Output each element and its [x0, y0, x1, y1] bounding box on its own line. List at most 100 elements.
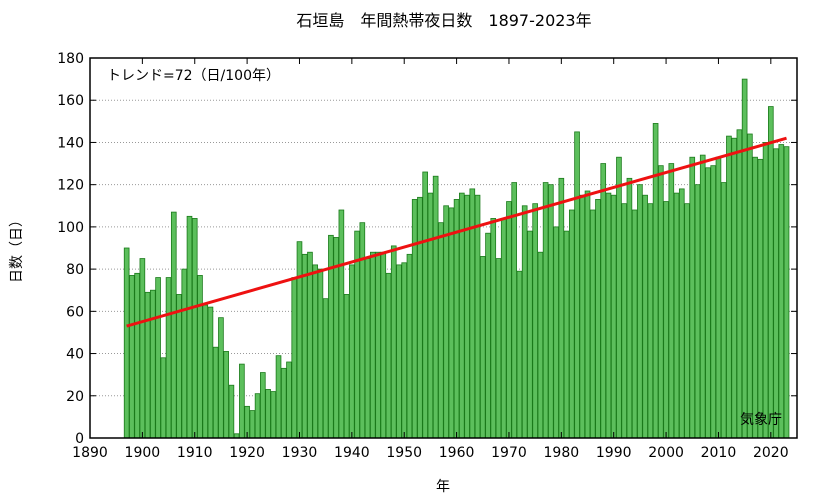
- trend-annotation: トレンド=72（日/100年）: [107, 68, 280, 84]
- bar-1925: [270, 391, 277, 439]
- bar-1978: [548, 184, 554, 439]
- x-tick-label: 2020: [753, 445, 789, 461]
- bar-1914: [212, 346, 219, 439]
- bar-1997: [647, 203, 654, 439]
- bar-1971: [511, 182, 518, 439]
- bar-1991: [616, 156, 622, 439]
- bar-1931: [301, 253, 308, 439]
- bar-1979: [553, 226, 559, 439]
- bar-1975: [532, 203, 538, 439]
- bar-1915: [218, 317, 224, 439]
- y-tick-label: 40: [66, 347, 84, 363]
- bar-1968: [495, 258, 502, 439]
- bar-1946: [380, 251, 387, 439]
- bar-1990: [610, 194, 617, 439]
- bar-1987: [595, 199, 601, 439]
- y-tick-label: 120: [57, 178, 84, 194]
- bar-1932: [307, 251, 313, 439]
- x-tick-label: 1900: [125, 445, 161, 461]
- bar-1945: [375, 251, 381, 439]
- bar-2012: [726, 135, 732, 439]
- bar-1988: [600, 163, 607, 439]
- bar-1985: [584, 190, 591, 439]
- x-tick-label: 1910: [177, 445, 213, 461]
- bar-1911: [197, 275, 203, 439]
- bar-1957: [438, 222, 444, 439]
- bar-1986: [589, 209, 596, 439]
- bar-1966: [485, 232, 491, 439]
- bar-1993: [626, 177, 633, 439]
- x-tick-label: 1960: [439, 445, 475, 461]
- chart-title: 石垣島 年間熱帯夜日数 1897-2023年: [296, 11, 591, 30]
- y-tick-label: 140: [57, 135, 84, 151]
- bar-1912: [202, 304, 209, 439]
- bar-1927: [280, 367, 287, 439]
- y-tick-label: 180: [57, 51, 84, 67]
- credit-label: 気象庁: [740, 412, 782, 428]
- x-tick-label: 2010: [701, 445, 737, 461]
- y-axis-label: 日数（日）: [9, 213, 25, 283]
- bar-1953: [417, 196, 423, 439]
- bar-1934: [317, 268, 324, 439]
- bar-1908: [181, 268, 188, 439]
- x-tick-label: 1930: [282, 445, 318, 461]
- bar-1950: [401, 262, 408, 439]
- bar-1928: [286, 361, 292, 439]
- bar-1962: [464, 194, 470, 439]
- bar-2002: [673, 192, 680, 439]
- bar-1967: [490, 218, 497, 439]
- bar-1905: [165, 277, 172, 439]
- bar-1995: [637, 184, 643, 439]
- bar-1973: [521, 205, 528, 439]
- bar-1926: [275, 355, 282, 439]
- bar-1981: [563, 230, 570, 439]
- bar-1909: [186, 215, 193, 439]
- bar-1933: [312, 264, 318, 439]
- bar-1897: [123, 247, 130, 439]
- bar-1976: [537, 251, 544, 439]
- bar-1958: [443, 205, 449, 439]
- bar-1954: [422, 171, 428, 439]
- bar-1940: [349, 264, 355, 439]
- bar-2019: [762, 142, 769, 439]
- bar-1952: [411, 199, 418, 439]
- trend-line: [126, 136, 787, 328]
- x-axis-label: 年: [436, 479, 450, 495]
- bar-2004: [684, 203, 690, 439]
- bar-1906: [170, 211, 177, 439]
- x-tick-label: 1890: [72, 445, 108, 461]
- bar-1955: [427, 192, 434, 439]
- bar-1960: [453, 199, 460, 439]
- x-tick-label: 1920: [229, 445, 265, 461]
- y-tick-label: 20: [66, 389, 84, 405]
- x-tick-label: 1940: [334, 445, 370, 461]
- bar-1951: [406, 253, 413, 439]
- bar-2018: [757, 158, 764, 439]
- bar-1936: [328, 234, 334, 439]
- bar-2001: [668, 163, 675, 439]
- x-tick-label: 1950: [386, 445, 422, 461]
- bar-1942: [359, 222, 366, 439]
- bar-1900: [139, 258, 146, 439]
- bar-1917: [228, 384, 235, 439]
- bar-1935: [322, 298, 329, 439]
- bar-1938: [338, 209, 345, 439]
- bar-1999: [658, 165, 664, 439]
- bar-1943: [364, 258, 371, 439]
- bar-1923: [260, 372, 266, 439]
- bar-2000: [663, 201, 669, 439]
- bar-1903: [155, 277, 161, 439]
- bar-2017: [752, 156, 758, 439]
- plot-frame: [89, 57, 798, 439]
- bar-1930: [296, 241, 303, 439]
- bar-2013: [731, 137, 737, 439]
- bar-1948: [390, 245, 397, 439]
- y-tick-label: 60: [66, 304, 84, 320]
- y-tick-label: 0: [75, 431, 84, 447]
- bar-1977: [542, 182, 549, 439]
- y-tick-label: 100: [57, 220, 84, 236]
- bar-2006: [694, 184, 701, 439]
- bar-1949: [396, 264, 402, 439]
- bar-2009: [710, 165, 717, 439]
- bar-2023: [783, 146, 790, 439]
